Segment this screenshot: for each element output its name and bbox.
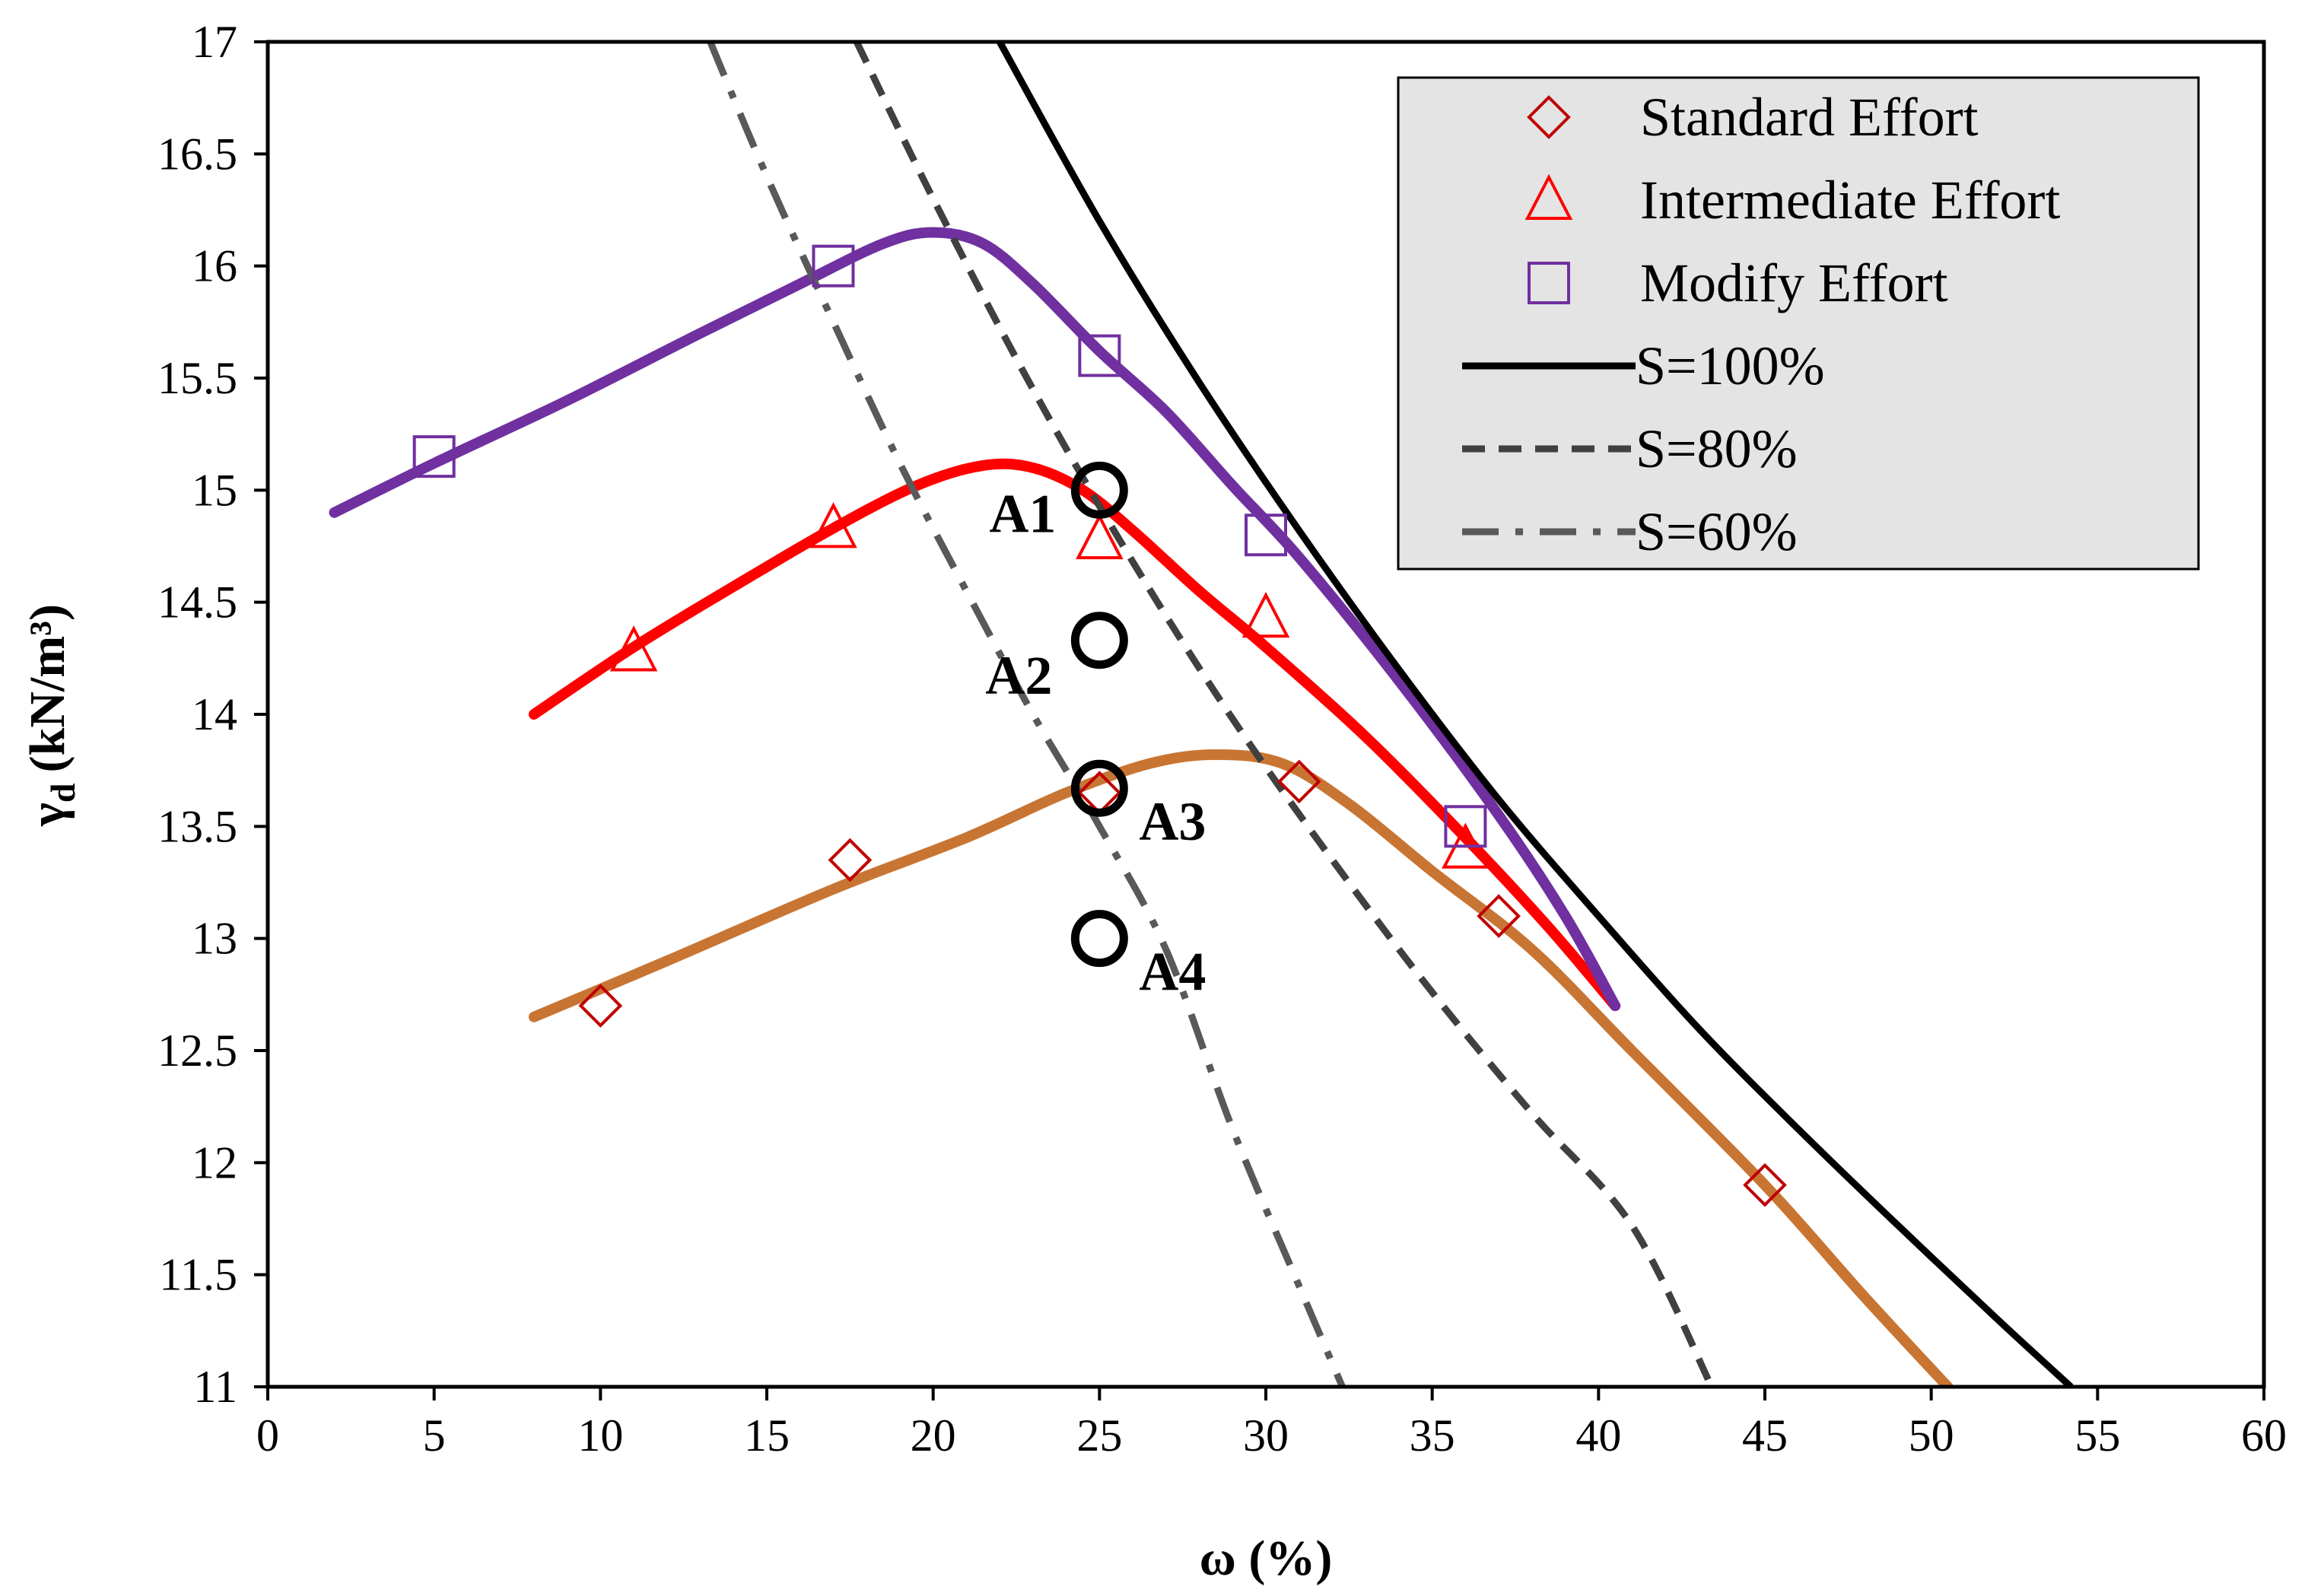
annotation-circle-a1 bbox=[1070, 461, 1128, 519]
standard-effort-data-point bbox=[1276, 759, 1321, 804]
annotation-circle-a2 bbox=[1070, 612, 1128, 669]
point-annotations: A1 A2 A3 A4 bbox=[985, 461, 1206, 1003]
standard-effort-data-point bbox=[578, 984, 623, 1028]
x-axis-title: ω (%) bbox=[1200, 1531, 1333, 1586]
intermediate-effort-data-point bbox=[1076, 513, 1124, 560]
standard-effort-data-point bbox=[828, 838, 873, 882]
legend-intermediate-effort-symbol bbox=[1524, 173, 1573, 220]
intermediate-effort-data-point bbox=[609, 625, 658, 672]
annotation-label-a3: A3 bbox=[1139, 791, 1206, 852]
annotation-circle-a4 bbox=[1070, 910, 1128, 968]
x-tick-label: 50 bbox=[1909, 1410, 1954, 1461]
modify-effort-data-point bbox=[1245, 513, 1287, 557]
y-axis-title: γd (kN/m³) bbox=[20, 604, 82, 827]
legend-intermediate-effort-label: Intermediate Effort bbox=[1640, 170, 2060, 230]
annotation-label-a1: A1 bbox=[989, 483, 1056, 544]
y-tick-label: 16 bbox=[192, 241, 237, 291]
y-tick-label: 14.5 bbox=[157, 577, 237, 628]
legend-modify-effort-label: Modify Effort bbox=[1640, 253, 1948, 313]
series-markers bbox=[412, 244, 1787, 1207]
x-tick-label: 60 bbox=[2241, 1410, 2287, 1461]
x-tick-label: 5 bbox=[423, 1410, 446, 1461]
s-100-line bbox=[997, 42, 2074, 1387]
y-tick-label: 14 bbox=[192, 689, 237, 739]
intermediate-effort-data-point bbox=[809, 502, 857, 548]
modify-effort-data-point bbox=[812, 244, 855, 288]
x-tick-label: 30 bbox=[1243, 1410, 1289, 1461]
x-tick-label: 40 bbox=[1575, 1410, 1621, 1461]
y-tick-label: 15.5 bbox=[157, 353, 237, 403]
standard-effort-data-point bbox=[1743, 1162, 1787, 1207]
standard-effort-data-point bbox=[1477, 894, 1521, 939]
plot-frame bbox=[265, 40, 2266, 1389]
x-tick-label: 15 bbox=[744, 1410, 790, 1461]
y-tick-label: 17 bbox=[192, 17, 237, 67]
x-tick-label: 10 bbox=[577, 1410, 623, 1461]
x-tick-label: 25 bbox=[1076, 1410, 1122, 1461]
legend-box bbox=[1397, 76, 2200, 571]
modify-effort-fit-line bbox=[329, 227, 1621, 1012]
legend-modify-effort-symbol bbox=[1528, 262, 1570, 304]
y-tick-label: 15 bbox=[192, 465, 237, 515]
modify-effort-data-point bbox=[1444, 805, 1487, 848]
modify-effort-data-point bbox=[1078, 334, 1121, 377]
y-axis-subscript: d bbox=[43, 783, 82, 803]
intermediate-effort-data-point bbox=[1242, 591, 1290, 638]
s-80-line bbox=[854, 42, 1715, 1387]
y-axis-unit: (kN/m³) bbox=[20, 604, 75, 772]
x-tick-label: 0 bbox=[256, 1410, 279, 1461]
x-tick-label: 45 bbox=[1742, 1410, 1788, 1461]
legend-s-60-label: S=60% bbox=[1636, 501, 1798, 562]
y-tick-label: 12.5 bbox=[157, 1025, 237, 1076]
x-tick-label: 35 bbox=[1410, 1410, 1455, 1461]
y-tick-label: 12 bbox=[192, 1137, 237, 1187]
legend-s-80-label: S=80% bbox=[1636, 418, 1798, 479]
annotation-circle-a3 bbox=[1070, 759, 1128, 817]
y-tick-label: 13 bbox=[192, 914, 237, 964]
x-tick-label: 20 bbox=[911, 1410, 956, 1461]
modify-effort-data-point bbox=[412, 435, 456, 478]
y-axis-symbol: γ bbox=[20, 803, 75, 827]
y-tick-label: 16.5 bbox=[157, 129, 237, 179]
legend-standard-effort-symbol bbox=[1527, 95, 1571, 139]
axis-ticks: 0 5 10 15 20 25 30 35 40 45 50 55 60 11 11.5 12 12.5 13 13… bbox=[157, 17, 2287, 1461]
legend-standard-effort-label: Standard Effort bbox=[1640, 87, 1979, 148]
y-tick-label: 13.5 bbox=[157, 801, 237, 851]
y-tick-label: 11 bbox=[193, 1362, 237, 1412]
y-tick-label: 11.5 bbox=[159, 1250, 237, 1300]
annotation-label-a4: A4 bbox=[1139, 942, 1206, 1003]
legend: Standard Effort Intermediate Effort Modify… bbox=[1397, 76, 2200, 571]
annotation-label-a2: A2 bbox=[985, 645, 1052, 706]
x-tick-label: 55 bbox=[2074, 1410, 2120, 1461]
legend-s-100-label: S=100% bbox=[1636, 335, 1825, 396]
